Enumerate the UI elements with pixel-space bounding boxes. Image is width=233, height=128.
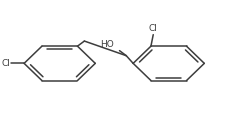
Text: Cl: Cl xyxy=(1,59,10,68)
Text: Cl: Cl xyxy=(149,24,158,33)
Text: HO: HO xyxy=(100,40,114,49)
